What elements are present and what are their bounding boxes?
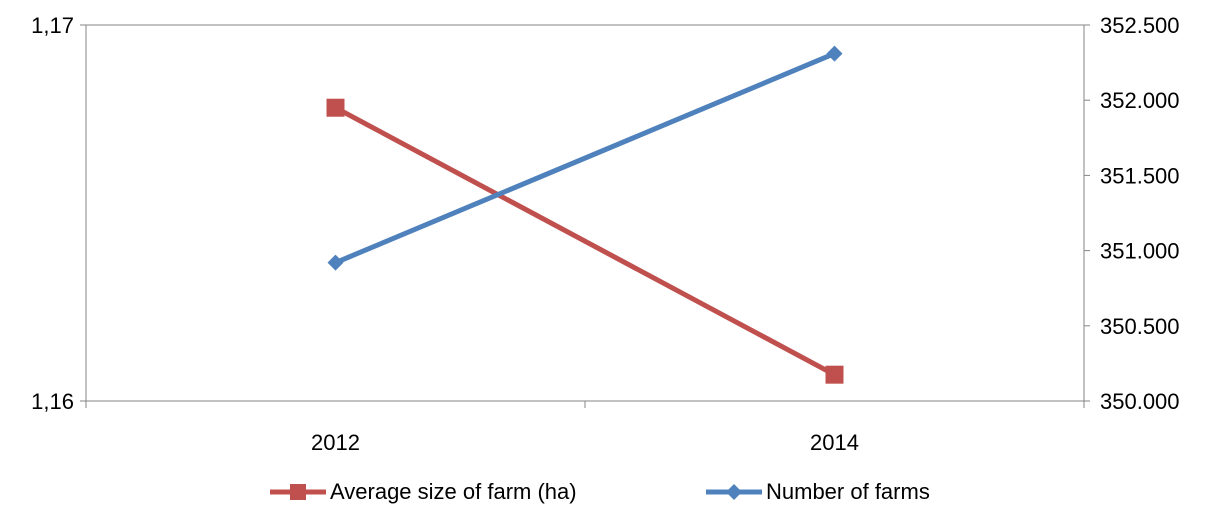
left-axis-tick-label: 1,17 <box>31 13 74 38</box>
right-axis-tick-label: 351.500 <box>1100 163 1180 188</box>
right-axis-tick-label: 350.500 <box>1100 314 1180 339</box>
axes: 1,16 1,17 350.000 350.500 351.000 351.500 352.… <box>31 13 1179 455</box>
left-axis-tick-label: 1,16 <box>31 389 74 414</box>
series-line-number-of-farms <box>334 51 836 265</box>
legend: Average size of farm (ha) Number of farms <box>270 479 930 504</box>
data-point-diamond <box>826 45 843 62</box>
right-axis-tick-label: 352.000 <box>1100 88 1180 113</box>
plot-area <box>85 24 1085 402</box>
series-line-average-size <box>334 105 836 377</box>
data-point-square <box>326 98 345 117</box>
data-point-square <box>290 484 306 500</box>
data-point-diamond <box>327 254 344 271</box>
data-point-square <box>825 365 844 384</box>
data-point-diamond <box>726 484 742 500</box>
x-axis-tick-label: 2014 <box>810 430 859 455</box>
legend-label: Number of farms <box>766 479 930 504</box>
right-axis-tick-label: 351.000 <box>1100 239 1180 264</box>
legend-label: Average size of farm (ha) <box>330 479 577 504</box>
x-axis-tick-label: 2012 <box>311 430 360 455</box>
right-axis-tick-label: 350.000 <box>1100 389 1180 414</box>
series-layer <box>326 45 844 384</box>
right-axis-tick-label: 352.500 <box>1100 13 1180 38</box>
